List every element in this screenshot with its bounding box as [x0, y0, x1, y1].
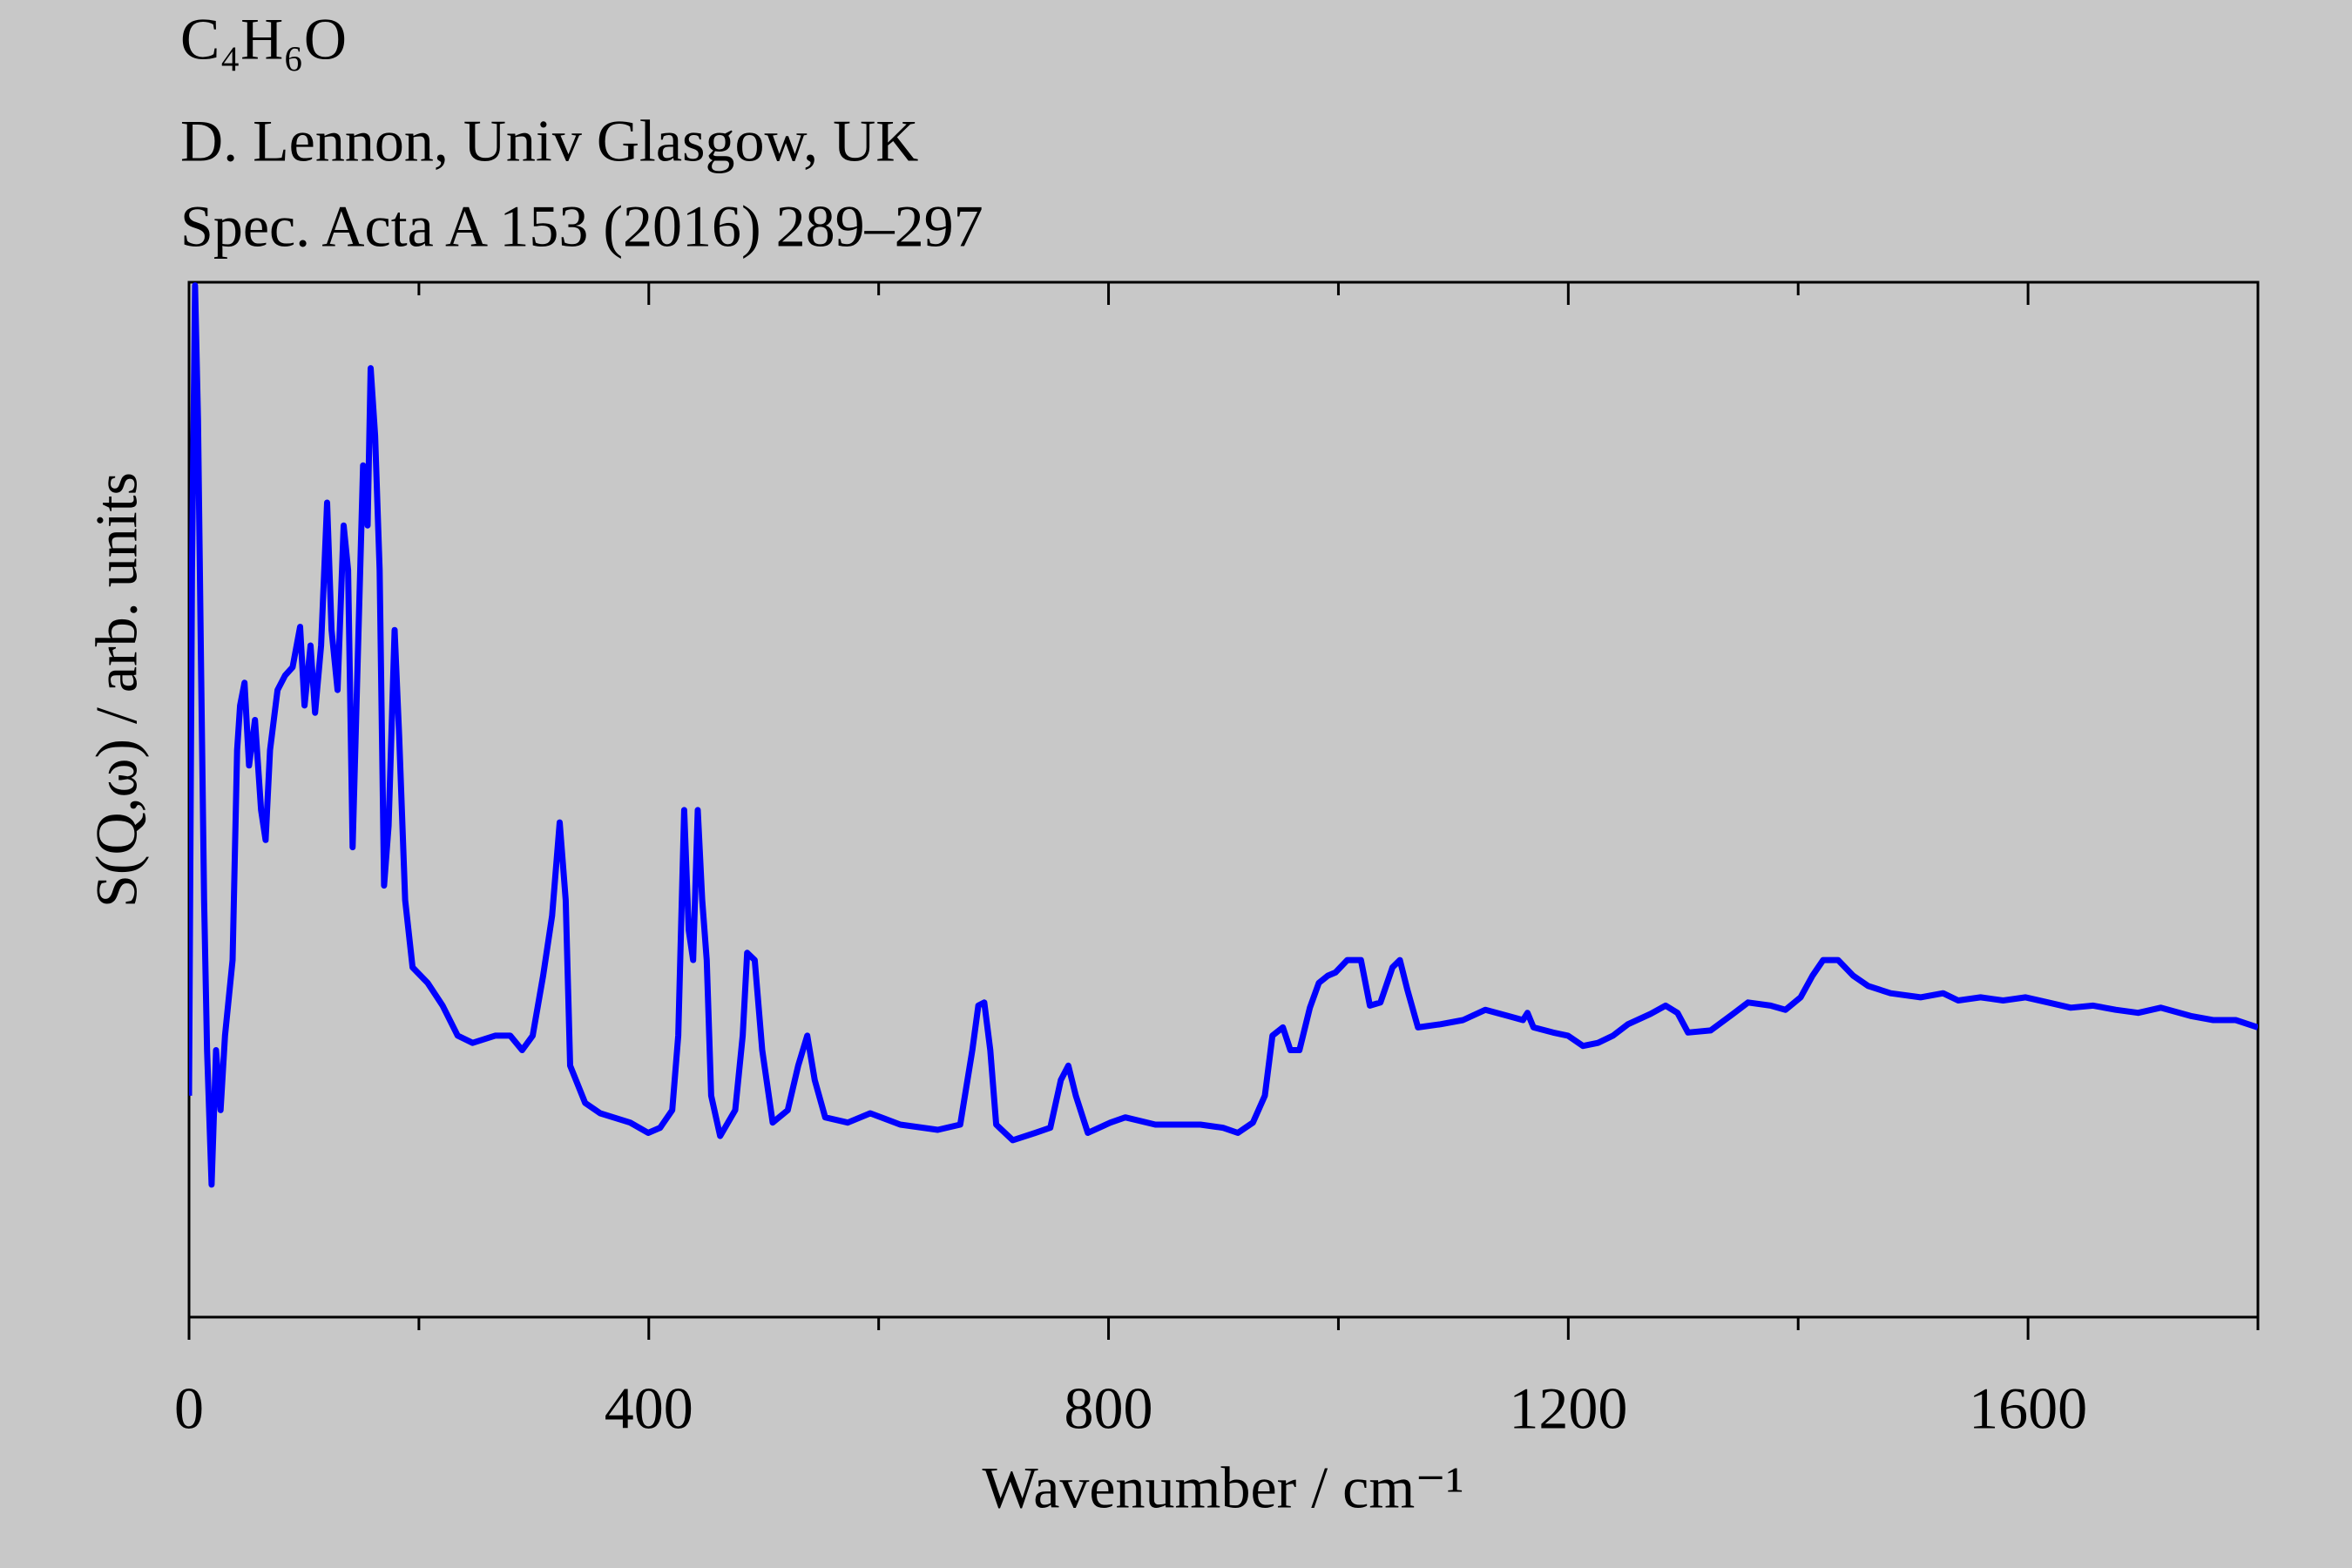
x-tick-label: 1600: [1969, 1375, 2087, 1442]
x-tick-label: 0: [174, 1375, 204, 1442]
x-tick-label: 800: [1064, 1375, 1153, 1442]
chart-subtitle: Spec. Acta A 153 (2016) 289–297: [180, 193, 983, 260]
spectrum-line: [189, 282, 2258, 1188]
x-tick-label: 1200: [1509, 1375, 1627, 1442]
x-tick-label: 400: [605, 1375, 693, 1442]
plot-frame: [187, 280, 2260, 1319]
chart-title: C₄H₆O: [180, 6, 347, 72]
chart-subtitle: D. Lennon, Univ Glasgow, UK: [180, 108, 918, 174]
y-axis-label: S(Q,ω) / arb. units: [84, 472, 150, 908]
x-axis-label: Wavenumber / cm⁻¹: [982, 1455, 1463, 1521]
